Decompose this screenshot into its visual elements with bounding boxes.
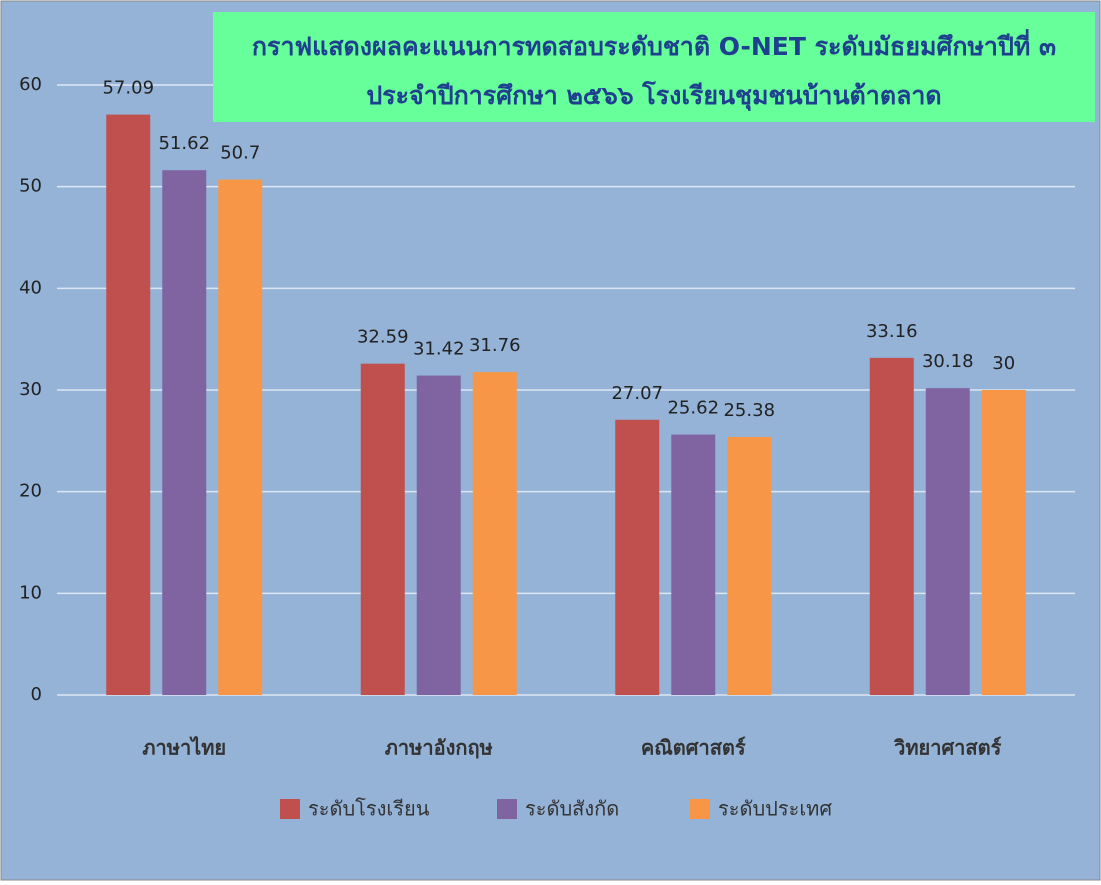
title-box: [213, 12, 1095, 122]
legend-swatch: [690, 799, 710, 819]
legend-swatch: [497, 799, 517, 819]
y-tick-label: 50: [19, 176, 42, 197]
chart-title: ประจำปีการศึกษา ๒๕๖๖ โรงเรียนชุมชนบ้านต้…: [366, 80, 941, 112]
data-label: 25.38: [723, 400, 775, 421]
x-tick-label: คณิตศาสตร์: [641, 736, 746, 760]
data-label: 50.7: [220, 143, 260, 164]
data-label: 57.09: [102, 78, 154, 99]
y-tick-label: 30: [19, 379, 42, 400]
data-label: 32.59: [357, 327, 409, 348]
bar: [671, 434, 716, 695]
legend-label: ระดับโรงเรียน: [308, 797, 430, 821]
y-tick-label: 10: [19, 582, 42, 603]
y-tick-label: 60: [19, 74, 42, 95]
bar: [106, 114, 151, 695]
chart-title: กราฟแสดงผลคะแนนการทดสอบระดับชาติ O-NET ร…: [252, 29, 1056, 61]
data-label: 30.18: [922, 351, 974, 372]
x-tick-label: ภาษาอังกฤษ: [385, 736, 493, 760]
data-label: 25.62: [667, 398, 719, 419]
bar: [218, 179, 263, 696]
bar: [615, 419, 660, 695]
legend-label: ระดับสังกัด: [525, 797, 619, 821]
data-label: 31.42: [413, 339, 465, 360]
data-label: 33.16: [866, 321, 918, 342]
legend-label: ระดับประเทศ: [718, 797, 832, 821]
x-tick-label: วิทยาศาสตร์: [893, 736, 1001, 760]
bar: [727, 436, 772, 695]
legend-swatch: [280, 799, 300, 819]
y-tick-label: 40: [19, 277, 42, 298]
bar: [925, 388, 970, 695]
bar: [869, 357, 914, 695]
bar: [360, 363, 405, 695]
x-tick-label: ภาษาไทย: [142, 736, 226, 760]
bar: [981, 390, 1026, 695]
bar: [416, 375, 461, 695]
bar: [472, 372, 517, 695]
y-tick-label: 0: [31, 684, 42, 705]
data-label: 30: [992, 353, 1015, 374]
y-tick-label: 20: [19, 481, 42, 502]
bar: [162, 170, 207, 696]
data-label: 31.76: [469, 335, 521, 356]
data-label: 27.07: [611, 383, 663, 404]
data-label: 51.62: [158, 133, 210, 154]
